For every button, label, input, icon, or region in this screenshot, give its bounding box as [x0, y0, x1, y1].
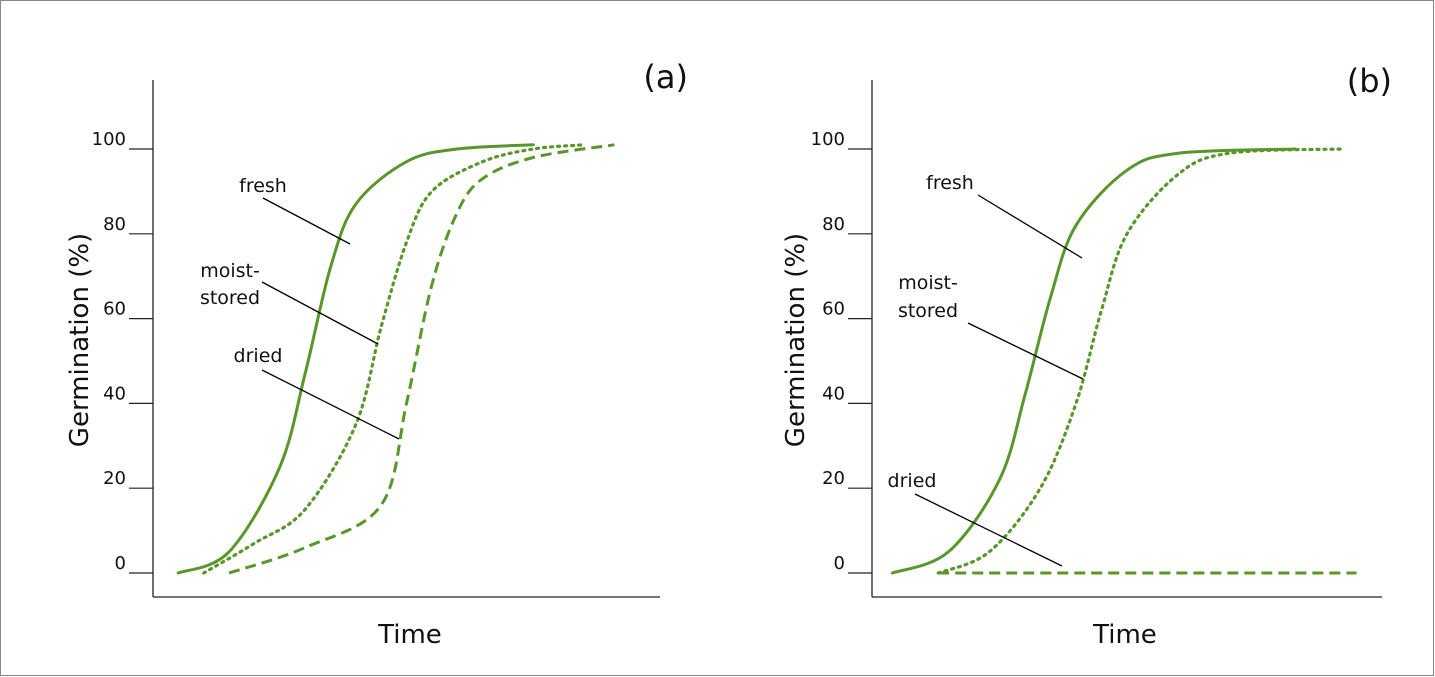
leader-line	[261, 281, 379, 345]
series-line-moiststored	[936, 147, 1343, 575]
panel-label: (b)	[1347, 62, 1392, 100]
x-axis-title: Time	[1092, 620, 1157, 650]
y-tick-label: 100	[92, 129, 126, 150]
leader-line	[967, 322, 1084, 380]
y-tick-label: 60	[822, 299, 845, 320]
y-tick-label: 0	[115, 553, 126, 574]
series-label-line2: stored	[200, 287, 260, 309]
y-tick-label: 80	[822, 214, 845, 235]
y-tick-label: 20	[103, 468, 126, 489]
leader-line	[262, 197, 351, 245]
y-tick-label: 100	[811, 129, 845, 150]
series-label: fresh	[926, 172, 974, 194]
series-line-fresh	[890, 147, 1297, 575]
series-line-fresh	[176, 143, 535, 575]
leader-line	[261, 369, 400, 440]
y-tick-label: 40	[822, 383, 845, 404]
y-tick-label: 80	[103, 214, 126, 235]
series-label-line2: stored	[898, 300, 958, 322]
x-axis-title: Time	[377, 620, 442, 650]
series-label: dried	[888, 470, 937, 492]
panel-label: (a)	[643, 58, 688, 96]
y-tick-label: 40	[103, 383, 126, 404]
series-label: fresh	[239, 175, 287, 197]
y-tick-label: 60	[103, 299, 126, 320]
leader-line	[977, 194, 1083, 259]
series-label: moist-	[898, 272, 958, 294]
series-line-moiststored	[202, 143, 586, 575]
y-tick-label: 20	[822, 468, 845, 489]
leader-line	[914, 493, 1063, 567]
series-line-dried	[228, 143, 615, 575]
series-label: moist-	[200, 260, 260, 282]
series-label: dried	[234, 345, 283, 367]
y-axis-title: Germination (%)	[781, 233, 811, 447]
y-tick-label: 0	[834, 553, 845, 574]
y-axis-title: Germination (%)	[65, 233, 95, 447]
